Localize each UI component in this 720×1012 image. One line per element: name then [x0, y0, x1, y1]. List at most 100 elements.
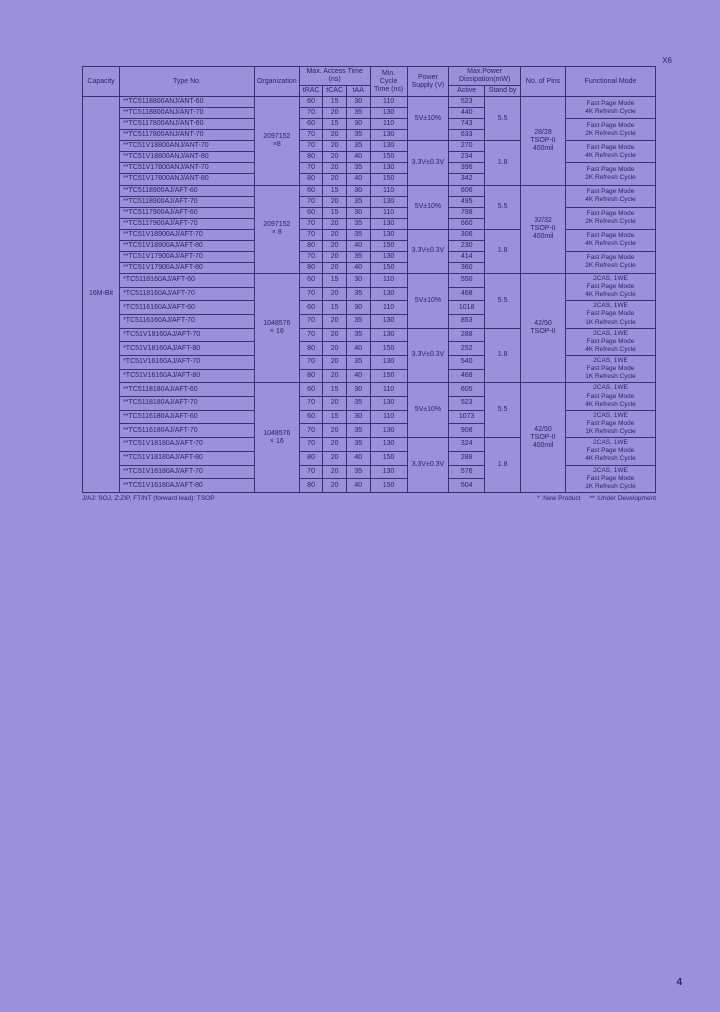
cell-fmode: 2CAS, 1WE Fast Page Mode 4K Refresh Cycl… [566, 328, 656, 355]
table-row: **TC5117900AJ/AFT-60 601530110 798 Fast … [83, 207, 656, 218]
cell: 20 [323, 356, 347, 370]
cell: 20 [323, 369, 347, 383]
cell-fmode: 2CAS, 1WE Fast Page Mode 4K Refresh Cycl… [566, 273, 656, 300]
cell-typeno: **TC51V17800ANJ/ANT-70 [120, 163, 255, 174]
cell: 606 [449, 185, 485, 196]
cell: 40 [346, 240, 370, 251]
cell-typeno: *TC5116160AJ/AFT-70 [120, 314, 255, 328]
cell: 110 [370, 119, 407, 130]
cell: 35 [346, 141, 370, 152]
page-number: 4 [676, 977, 682, 988]
cell-fmode: 2CAS, 1WE Fast Page Mode 1K Refresh Cycl… [566, 301, 656, 328]
table-row: *TC51V18160AJ/AFT-70 702035130 3.3V±0.3V… [83, 328, 656, 342]
cell: 20 [323, 108, 347, 119]
cell-stb: 1.8 [485, 229, 521, 273]
cell-typeno: **TC5116180AJ/AFT-60 [120, 410, 255, 424]
cell: 20 [323, 229, 347, 240]
cell: 60 [299, 207, 323, 218]
footnote-new: * :New Product [537, 495, 580, 502]
cell: 20 [323, 328, 347, 342]
cell: 35 [346, 397, 370, 411]
cell-typeno: **TC5118800ANJ/ANT-60 [120, 97, 255, 108]
cell: 20 [323, 342, 347, 356]
cell: 150 [370, 369, 407, 383]
cell: 80 [299, 451, 323, 465]
cell-typeno: *TC51V18160AJ/AFT-80 [120, 342, 255, 356]
hdr-active: Active [449, 86, 485, 97]
footnote: J/AJ: SOJ, Z:ZIP, FT/NT (forward lead): … [82, 495, 656, 502]
cell-ps: 5V±10% [407, 383, 449, 438]
hdr-pins: No. of Pins [521, 67, 566, 97]
cell: 110 [370, 273, 407, 287]
cell: 35 [346, 251, 370, 262]
cell: 20 [323, 451, 347, 465]
cell: 40 [346, 342, 370, 356]
cell: 150 [370, 152, 407, 163]
cell: 130 [370, 229, 407, 240]
cell-ps: 5V±10% [407, 185, 449, 229]
cell: 15 [323, 185, 347, 196]
cell: 540 [449, 356, 485, 370]
cell-stb: 5.5 [485, 97, 521, 141]
cell-capacity: 16M-Bit [83, 97, 120, 493]
cell-typeno: **TC5118180AJ/AFT-70 [120, 397, 255, 411]
cell: 288 [449, 328, 485, 342]
cell-stb: 5.5 [485, 383, 521, 438]
cell-fmode: Fast Page Mode 2K Refresh Cycle [566, 119, 656, 141]
cell: 30 [346, 410, 370, 424]
cell: 130 [370, 424, 407, 438]
cell-typeno: *TC5116160AJ/AFT-60 [120, 301, 255, 315]
cell-typeno: **TC5118180AJ/AFT-60 [120, 383, 255, 397]
hdr-max-access: Max. Access Time (ns) [299, 67, 370, 86]
cell-ps: 5V±10% [407, 97, 449, 141]
cell-fmode: 2CAS, 1WE Fast Page Mode 1K Refresh Cycl… [566, 356, 656, 383]
cell-typeno: **TC51V17900AJ/AFT-70 [120, 251, 255, 262]
cell-ps: 3.3V±0.3V [407, 438, 449, 493]
cell: 853 [449, 314, 485, 328]
cell: 306 [449, 229, 485, 240]
cell-fmode: 2CAS, 1WE Fast Page Mode 1K Refresh Cycl… [566, 410, 656, 437]
cell: 20 [323, 314, 347, 328]
table-row: **TC5118180AJ/AFT-60 1048576 × 16 601530… [83, 383, 656, 397]
cell: 130 [370, 287, 407, 301]
table-row: **TC51V18800ANJ/ANT-70 702035130 3.3V±0.… [83, 141, 656, 152]
cell: 743 [449, 119, 485, 130]
cell: 908 [449, 424, 485, 438]
cell: 35 [346, 438, 370, 452]
cell-org: 2097152 × 8 [254, 185, 299, 273]
cell: 110 [370, 383, 407, 397]
table-row: **TC51V17900AJ/AFT-70 702035130 414 Fast… [83, 251, 656, 262]
cell: 130 [370, 218, 407, 229]
cell-fmode: Fast Page Mode 4K Refresh Cycle [566, 141, 656, 163]
cell: 110 [370, 301, 407, 315]
hdr-fmode: Functional Mode [566, 67, 656, 97]
cell: 40 [346, 451, 370, 465]
cell: 30 [346, 273, 370, 287]
cell: 60 [299, 273, 323, 287]
cell-typeno: **TC5116180AJ/AFT-70 [120, 424, 255, 438]
cell: 1073 [449, 410, 485, 424]
cell-typeno: **TC5117900AJ/AFT-60 [120, 207, 255, 218]
cell: 35 [346, 196, 370, 207]
cell: 130 [370, 251, 407, 262]
cell-fmode: 2CAS, 1WE Fast Page Mode 1K Refresh Cycl… [566, 465, 656, 492]
table-row: **TC5118900AJ/AFT-60 2097152 × 8 6015301… [83, 185, 656, 196]
table-row: **TC51V18900AJ/AFT-70 702035130 3.3V±0.3… [83, 229, 656, 240]
cell-org: 2097152 ×8 [254, 97, 299, 185]
cell-org: 1048576 × 16 [254, 383, 299, 493]
cell: 15 [323, 273, 347, 287]
hdr-capacity: Capacity [83, 67, 120, 97]
cell-typeno: *TC5118160AJ/AFT-60 [120, 273, 255, 287]
cell: 130 [370, 328, 407, 342]
cell-stb: 1.8 [485, 328, 521, 383]
cell-typeno: *TC5118160AJ/AFT-70 [120, 287, 255, 301]
cell: 605 [449, 383, 485, 397]
cell: 20 [323, 465, 347, 479]
cell: 20 [323, 163, 347, 174]
cell: 230 [449, 240, 485, 251]
cell: 30 [346, 185, 370, 196]
cell: 80 [299, 174, 323, 185]
cell-org: 1048576 × 16 [254, 273, 299, 383]
cell: 80 [299, 479, 323, 493]
cell: 70 [299, 141, 323, 152]
